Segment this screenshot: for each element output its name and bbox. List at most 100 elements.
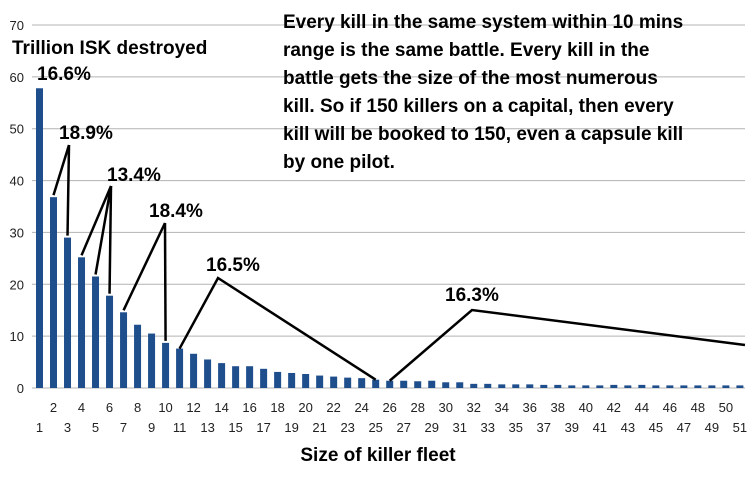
bar — [106, 295, 114, 388]
x-tick-label: 46 — [663, 400, 677, 415]
bar — [204, 359, 212, 388]
x-tick-label: 9 — [148, 420, 155, 435]
x-tick-label: 7 — [120, 420, 127, 435]
bar — [526, 384, 534, 388]
x-tick-label: 48 — [691, 400, 705, 415]
bar — [288, 372, 296, 388]
y-tick-label: 20 — [10, 277, 24, 292]
bars — [36, 88, 744, 388]
x-tick-label: 35 — [509, 420, 523, 435]
annotation-leader — [94, 185, 113, 275]
bar — [456, 382, 464, 388]
x-tick-label: 30 — [438, 400, 452, 415]
y-tick-label: 0 — [17, 381, 24, 396]
annotation-leaders — [52, 144, 746, 382]
x-tick-label: 6 — [106, 400, 113, 415]
bar — [498, 384, 506, 388]
y-tick-label: 40 — [10, 174, 24, 189]
x-tick-label: 15 — [228, 420, 242, 435]
annotation-leader — [178, 276, 377, 381]
note-line-4: kill. So if 150 killers on a capital, th… — [283, 96, 674, 117]
x-tick-label: 26 — [382, 400, 396, 415]
x-tick-label: 51 — [733, 420, 747, 435]
note-line-2: range is the same battle. Every kill in … — [283, 40, 649, 61]
x-tick-label: 43 — [621, 420, 635, 435]
bar — [428, 380, 436, 388]
bar — [484, 383, 492, 388]
bar — [624, 385, 632, 388]
x-tick-label: 37 — [537, 420, 551, 435]
bar — [540, 384, 548, 388]
x-tick-label: 16 — [242, 400, 256, 415]
x-tick-label: 22 — [326, 400, 340, 415]
y-tick-label: 50 — [10, 122, 24, 137]
x-tick-label: 41 — [593, 420, 607, 435]
x-tick-label: 28 — [410, 400, 424, 415]
annotation-label: 18.4% — [149, 201, 203, 222]
bar — [680, 385, 688, 388]
x-tick-label: 11 — [173, 420, 187, 435]
x-tick-label: 4 — [78, 400, 85, 415]
bar — [162, 342, 170, 388]
x-tick-label: 3 — [64, 420, 71, 435]
x-tick-label: 17 — [256, 420, 270, 435]
x-tick-label: 45 — [649, 420, 663, 435]
bar — [302, 373, 310, 388]
bar — [36, 88, 43, 388]
bar — [414, 381, 422, 388]
bar — [120, 312, 128, 388]
bar — [344, 377, 352, 388]
bar — [190, 353, 198, 388]
annotation-label: 16.5% — [206, 255, 260, 276]
bar — [652, 385, 660, 388]
x-tick-label: 18 — [270, 400, 284, 415]
bar — [232, 366, 240, 388]
x-tick-label: 21 — [312, 420, 326, 435]
note-line-3: battle gets the size of the most numerou… — [283, 68, 658, 89]
bar — [50, 197, 58, 388]
y-axis-ticks: 0 10 20 30 40 50 60 70 — [10, 18, 24, 396]
x-tick-label: 23 — [340, 420, 354, 435]
annotation-leader — [66, 144, 71, 236]
bar — [246, 366, 254, 388]
bar — [610, 384, 618, 388]
x-tick-label: 2 — [50, 400, 57, 415]
x-tick-label: 10 — [158, 400, 172, 415]
x-tick-label: 40 — [579, 400, 593, 415]
x-tick-label: 47 — [677, 420, 691, 435]
x-tick-label: 32 — [467, 400, 481, 415]
x-tick-label: 42 — [607, 400, 621, 415]
bar — [442, 382, 450, 388]
x-tick-label: 38 — [551, 400, 565, 415]
annotation-label: 18.9% — [59, 123, 113, 144]
x-tick-label: 49 — [705, 420, 719, 435]
bar — [358, 378, 366, 388]
x-tick-label: 12 — [186, 400, 200, 415]
x-tick-label: 24 — [354, 400, 368, 415]
bar — [666, 385, 674, 388]
bar — [64, 237, 72, 388]
annotation-leader — [388, 308, 746, 382]
bar — [694, 385, 702, 388]
bar — [582, 385, 590, 388]
bar — [708, 385, 716, 388]
bar — [470, 383, 478, 388]
bar — [330, 376, 338, 388]
annotation-leader — [108, 185, 113, 294]
x-tick-label: 33 — [481, 420, 495, 435]
bar — [386, 380, 394, 388]
x-tick-label: 1 — [36, 420, 43, 435]
x-tick-label: 13 — [200, 420, 214, 435]
x-tick-label: 27 — [396, 420, 410, 435]
annotation-leader — [163, 222, 167, 341]
bar — [372, 379, 380, 388]
y-tick-label: 30 — [10, 225, 24, 240]
x-tick-label: 50 — [719, 400, 733, 415]
note-text: Every kill in the same system within 10 … — [283, 12, 683, 173]
x-axis-ticks: 1 3 5 7 9 11 13 15 17 19 21 23 25 27 29 31 33 35 37 39 41 43 4… — [36, 400, 747, 435]
note-line-1: Every kill in the same system within 10 … — [283, 12, 683, 33]
y-axis-title: Trillion ISK destroyed — [12, 38, 207, 59]
note-line-6: by one pilot. — [283, 152, 395, 173]
annotation-label: 13.4% — [107, 165, 161, 186]
